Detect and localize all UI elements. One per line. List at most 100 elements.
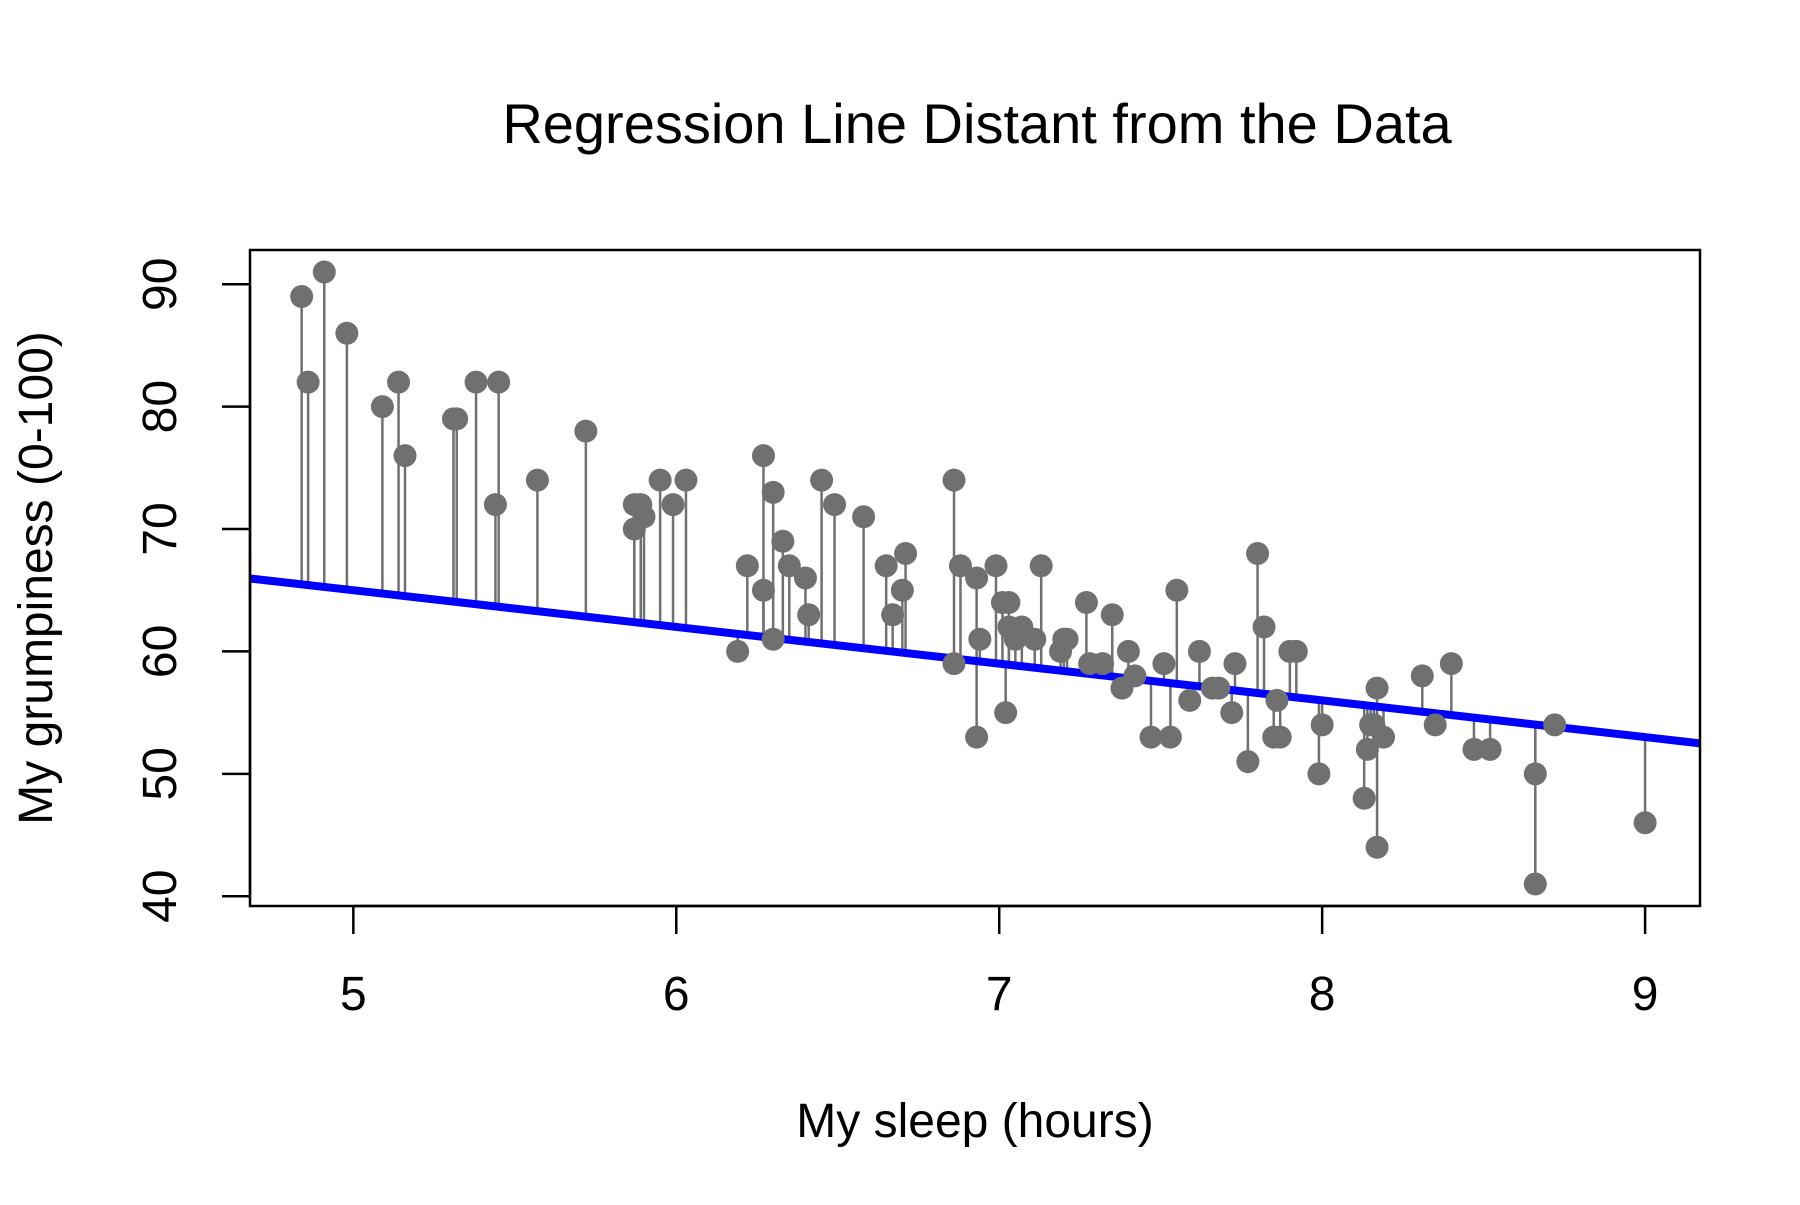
x-axis-label: My sleep (hours): [796, 1095, 1153, 1148]
chart-title: Regression Line Distant from the Data: [502, 92, 1452, 155]
data-point: [948, 554, 972, 578]
data-point: [1252, 615, 1276, 639]
data-point: [771, 529, 795, 553]
data-point: [1265, 688, 1289, 712]
data-point: [965, 725, 989, 749]
data-point: [735, 554, 759, 578]
data-point: [1478, 737, 1502, 761]
y-tick-label: 60: [134, 625, 187, 678]
data-point: [1365, 835, 1389, 859]
y-tick-label: 90: [134, 258, 187, 311]
data-point: [661, 493, 685, 517]
data-point: [994, 701, 1018, 725]
data-point: [965, 566, 989, 590]
data-point: [464, 370, 488, 394]
data-point: [726, 639, 750, 663]
data-point: [525, 468, 549, 492]
data-point: [751, 578, 775, 602]
x-tick-label: 9: [1632, 968, 1659, 1021]
data-point: [1055, 627, 1079, 651]
data-point: [312, 260, 336, 284]
data-point: [894, 542, 918, 566]
data-point: [890, 578, 914, 602]
data-point: [1123, 664, 1147, 688]
data-point: [290, 285, 314, 309]
data-point: [797, 603, 821, 627]
data-point: [1439, 652, 1463, 676]
data-point: [777, 554, 801, 578]
data-point: [793, 566, 817, 590]
data-point: [1410, 664, 1434, 688]
y-tick-label: 50: [134, 747, 187, 800]
regression-line-group: [249, 574, 1701, 748]
data-point: [1187, 639, 1211, 663]
y-axis-label: My grumpiness (0-100): [10, 331, 63, 825]
x-axis: 5 6 7 8 9: [340, 904, 1659, 1021]
data-point: [1423, 713, 1447, 737]
data-points: [290, 260, 1657, 896]
data-point: [370, 395, 394, 419]
data-point: [1139, 725, 1163, 749]
data-point: [393, 444, 417, 468]
data-point: [674, 468, 698, 492]
x-tick-label: 7: [986, 968, 1013, 1021]
data-point: [1178, 688, 1202, 712]
data-point: [1523, 872, 1547, 896]
data-point: [1116, 639, 1140, 663]
data-point: [852, 505, 876, 529]
data-point: [1523, 762, 1547, 786]
data-point: [1355, 737, 1379, 761]
data-point: [874, 554, 898, 578]
data-point: [1158, 725, 1182, 749]
data-point: [984, 554, 1008, 578]
data-point: [1023, 627, 1047, 651]
data-point: [1372, 725, 1396, 749]
data-point: [1284, 639, 1308, 663]
x-tick-label: 8: [1309, 968, 1336, 1021]
data-point: [761, 480, 785, 504]
data-point: [968, 627, 992, 651]
y-tick-label: 70: [134, 502, 187, 555]
data-point: [1268, 725, 1292, 749]
data-point: [1100, 603, 1124, 627]
data-point: [632, 505, 656, 529]
data-point: [1220, 701, 1244, 725]
data-point: [1352, 786, 1376, 810]
data-point: [823, 493, 847, 517]
data-point: [942, 652, 966, 676]
data-point: [648, 468, 672, 492]
data-point: [1223, 652, 1247, 676]
x-tick-label: 6: [663, 968, 690, 1021]
data-point: [296, 370, 320, 394]
data-point: [1633, 811, 1657, 835]
data-point: [1365, 676, 1389, 700]
y-axis: 40 50 60 70 80 90: [134, 258, 252, 923]
data-point: [1074, 590, 1098, 614]
data-point: [483, 493, 507, 517]
data-point: [335, 321, 359, 345]
data-point: [942, 468, 966, 492]
data-point: [1307, 762, 1331, 786]
data-point: [1462, 737, 1486, 761]
data-point: [574, 419, 598, 443]
y-tick-label: 80: [134, 380, 187, 433]
data-point: [445, 407, 469, 431]
data-point: [1207, 676, 1231, 700]
data-point: [1091, 652, 1115, 676]
data-point: [387, 370, 411, 394]
data-point: [1165, 578, 1189, 602]
data-point: [1310, 713, 1334, 737]
data-point: [1152, 652, 1176, 676]
data-point: [751, 444, 775, 468]
data-point: [881, 603, 905, 627]
y-tick-label: 40: [134, 870, 187, 923]
data-point: [761, 627, 785, 651]
data-point: [1029, 554, 1053, 578]
x-tick-label: 5: [340, 968, 367, 1021]
data-point: [810, 468, 834, 492]
data-point: [487, 370, 511, 394]
data-point: [997, 590, 1021, 614]
regression-line: [249, 574, 1701, 748]
